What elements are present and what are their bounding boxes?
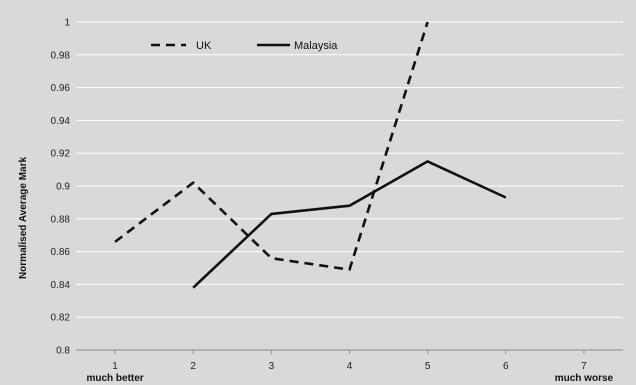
series-lines	[114, 22, 507, 289]
x-tick-label: 1	[112, 361, 118, 372]
legend-label-uk: UK	[196, 40, 212, 52]
x-tick-label: 3	[269, 361, 275, 372]
axes: 0.8 0.82 0.84 0.86 0.88 0.9 0.92 0.94 0.96 0.98 1 1…	[51, 18, 623, 384]
y-tick-label: 0.8	[56, 346, 70, 357]
y-tick-label: 0.92	[51, 149, 71, 160]
y-axis-label: Normalised Average Mark	[18, 157, 29, 280]
x-tick-label: 5	[425, 361, 431, 372]
x-tick-label: 6	[503, 361, 509, 372]
x-tick-label: 2	[190, 361, 196, 372]
x-tick-label: 7	[581, 361, 587, 372]
y-tick-label: 1	[64, 18, 70, 29]
y-tick-label: 0.96	[51, 83, 71, 94]
y-tick-label: 0.88	[51, 214, 71, 225]
y-tick-label: 0.9	[56, 182, 70, 193]
x-tick-sublabel: much worse	[555, 373, 614, 384]
series-line-malaysia	[192, 160, 507, 289]
y-tick-label: 0.82	[51, 313, 71, 324]
x-tick-sublabel: much better	[86, 373, 143, 384]
y-tick-label: 0.86	[51, 247, 71, 258]
x-tick-label: 4	[347, 361, 353, 372]
y-tick-label: 0.84	[51, 280, 71, 291]
y-tick-label: 0.94	[51, 116, 71, 127]
legend-label-malaysia: Malaysia	[294, 40, 338, 52]
y-tick-label: 0.98	[51, 50, 71, 61]
series-line-uk	[114, 22, 429, 271]
gridlines	[76, 21, 623, 351]
legend: UK Malaysia	[151, 40, 338, 52]
